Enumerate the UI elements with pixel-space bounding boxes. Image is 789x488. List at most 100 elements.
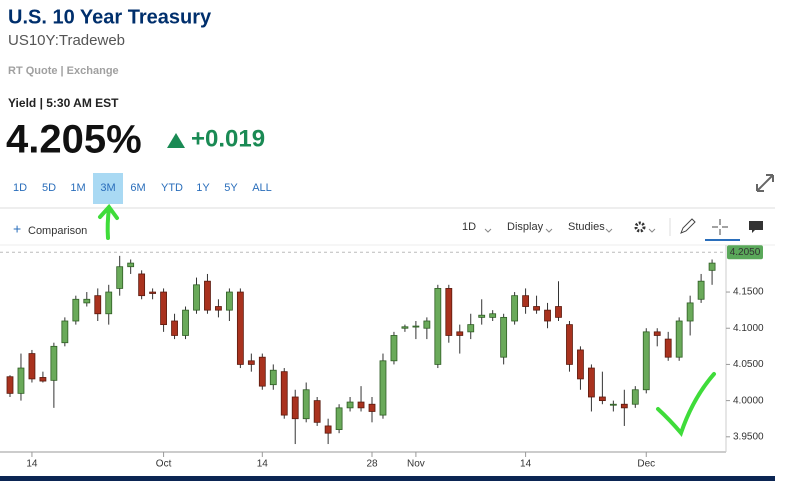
settings-icon[interactable] [634,221,646,233]
candle-body [50,345,58,381]
range-tab[interactable]: 5D [42,182,56,194]
interval[interactable]: 1D [462,221,476,233]
range-tab[interactable]: 5Y [224,182,238,194]
candle-body [6,376,14,394]
quote-source: RT Quote | Exchange [8,65,119,77]
range-tab[interactable]: 6M [130,182,145,194]
up-triangle [167,133,185,148]
candle-body [17,367,25,394]
range-tab[interactable]: 1Y [196,182,210,194]
candle-body [182,309,189,336]
expand-icon[interactable] [756,174,774,192]
change: +0.019 [191,125,265,152]
candle-body [675,320,683,358]
candle-body [577,349,584,380]
candle-body [346,401,354,409]
title: U.S. 10 Year Treasury [8,6,212,28]
candle-body [204,280,211,311]
candle-body [28,353,36,380]
candle-body [39,377,47,382]
candle-body [642,331,650,391]
plot: 3.9500 4.0000 4.0500 4.1000 4.1500 14 Oct 14 28 N… [0,245,764,470]
draw-icon[interactable] [680,218,696,234]
range-tab[interactable]: YTD [161,182,183,194]
candle-body [598,396,606,402]
candle-body [236,291,244,365]
plus-icon[interactable]: + [13,221,21,237]
range-tabs: 1D 5D 1M 3M 6M YTD 1Y 5Y ALL [13,173,272,204]
y-tick-label: 4.0000 [733,395,764,406]
x-tick-label: Oct [156,459,172,470]
candle-body [83,298,91,304]
candle-body [434,288,442,365]
candle-body [456,331,464,336]
chevron [605,228,613,233]
candle-body [335,407,343,430]
x-tick-label: Dec [637,459,655,470]
range-tab[interactable]: 1M [70,182,85,194]
chevron [648,228,656,233]
candle-body [269,369,277,386]
range-tab[interactable]: 3M [100,182,115,194]
candle-body [116,266,124,289]
range-tab[interactable]: ALL [252,182,272,194]
candle-body [620,403,628,409]
candle-body [280,371,288,416]
candle-body [555,306,562,318]
candle-body [653,331,661,336]
candle-body [171,320,178,336]
candle-body [697,280,705,300]
yield-time: Yield | 5:30 AM EST [8,96,119,110]
candle-body [193,284,200,311]
candle-body [313,400,321,423]
candle-body [467,324,475,333]
comment-icon[interactable] [749,221,763,233]
candle-body [500,316,508,358]
candle-body [94,295,102,315]
candle-body [291,396,299,420]
candle-body [708,262,716,271]
chevron [484,228,492,233]
crosshair-icon[interactable] [712,219,728,235]
comparison[interactable]: Comparison [28,225,87,237]
candle-body [401,326,409,329]
candle-body [215,306,222,311]
footer-bar [0,476,775,481]
chevron [545,228,553,233]
candle-body [258,356,266,387]
candle-body [105,291,113,315]
y-tick-label: 4.1000 [733,323,764,334]
candle-body [609,403,617,406]
candle-body [379,360,387,416]
candle-body [149,291,157,294]
candle-body [544,309,551,322]
x-tick-label: 14 [520,459,532,470]
candle-body [138,273,146,297]
candle-body [445,288,453,336]
studies[interactable]: Studies [568,221,605,233]
x-tick-label: Nov [407,459,425,470]
candle-body [478,314,486,318]
display[interactable]: Display [507,221,544,233]
active-tab-bg [93,173,123,204]
range-tab[interactable]: 1D [13,182,27,194]
y-tick-label: 3.9500 [733,431,764,442]
candle-body [390,335,398,362]
candle-body [489,313,497,318]
candle-body [72,298,80,322]
candle-body [368,403,376,412]
x-tick-label: 28 [366,459,378,470]
candle-body [127,262,135,268]
last-price-label: 4.2050 [730,247,761,258]
price: 4.205% [6,118,142,162]
candle-body [686,302,694,322]
candle-body [225,291,233,311]
candle-body [533,306,540,311]
annotation-check [656,372,716,437]
annotation-arrow [98,203,119,240]
candle-body [302,389,310,420]
candle-body [664,338,672,358]
candle-body [522,295,529,307]
